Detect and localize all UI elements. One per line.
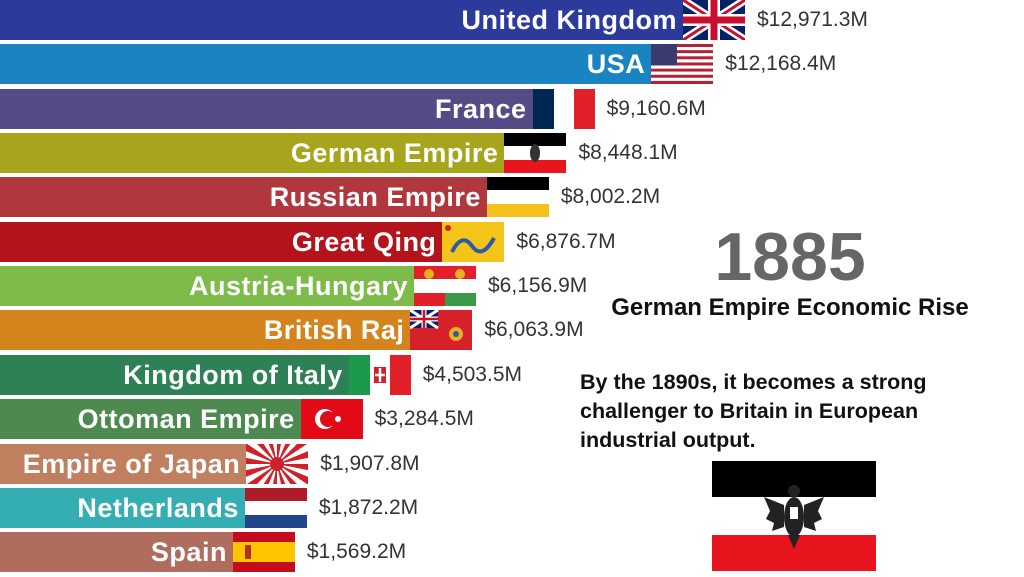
bar-row: Spain $1,569.2M (0, 532, 1024, 573)
bar-row: Ottoman Empire $3,284.5M (0, 399, 1024, 440)
bar-label: Kingdom of Italy (123, 359, 343, 390)
bar-row: Austria-Hungary $6,156.9M (0, 266, 1024, 307)
german-empire-flag-icon (712, 461, 876, 571)
bar (0, 532, 233, 573)
value-label: $1,907.8M (320, 451, 420, 475)
austria-hungary-flag-icon (414, 266, 476, 307)
bar-row: Great Qing $6,876.7M (0, 221, 1024, 262)
bar-label: USA (586, 49, 646, 80)
bar-label: United Kingdom (461, 5, 677, 35)
usa-flag-icon (651, 44, 714, 85)
bar-row: Kingdom of Italy $4,503.5M (0, 354, 1024, 395)
bar (0, 487, 245, 528)
bar-label: German Empire (290, 138, 499, 169)
year-label: 1885 (714, 219, 866, 295)
bar-label: Russian Empire (269, 182, 481, 213)
value-label: $9,160.6M (606, 96, 706, 120)
value-label: $6,063.9M (484, 318, 584, 342)
bar-row: Netherlands $1,872.2M (0, 487, 1024, 528)
bar (0, 44, 652, 85)
german-empire-flag-icon (504, 133, 567, 174)
british-raj-flag-icon (409, 309, 473, 351)
value-label: $4,503.5M (422, 362, 522, 386)
value-label: $6,876.7M (516, 229, 616, 253)
value-label: $1,872.2M (318, 495, 419, 519)
annotation-text: By the 1890s, it becomes a strong challe… (580, 370, 927, 452)
value-label: $6,156.9M (488, 274, 588, 298)
bar-label: Spain (150, 537, 227, 568)
bar (0, 354, 349, 395)
ottoman-flag-icon (300, 399, 363, 440)
bar-row: France $9,160.6M (0, 88, 1024, 129)
bar-label: Great Qing (291, 226, 437, 257)
annotation-title: German Empire Economic Rise (611, 294, 969, 321)
bar-row: USA $12,168.4M (0, 44, 1024, 85)
value-label: $8,002.2M (560, 185, 661, 209)
bar (0, 266, 414, 307)
value-label: $8,448.1M (578, 141, 678, 165)
bar-row: United Kingdom $12,971.3M (0, 0, 1024, 44)
value-label: $1,569.2M (306, 540, 407, 564)
bar (0, 133, 505, 174)
russian-imperial-flag-icon (486, 177, 549, 218)
france-flag-icon (532, 88, 595, 129)
qing-dragon-flag-icon (442, 221, 505, 262)
value-label: $3,284.5M (374, 407, 474, 431)
japan-rising-sun-flag-icon (217, 403, 338, 524)
spain-flag-icon (232, 532, 295, 573)
bar-row: British Raj $6,063.9M (0, 309, 1024, 351)
bar (0, 88, 533, 129)
bar (0, 399, 301, 440)
value-label: $12,971.3M (756, 8, 868, 31)
bar-label: Ottoman Empire (77, 404, 295, 435)
bar-row: Russian Empire $8,002.2M (0, 177, 1024, 218)
italy-flag-icon (348, 354, 411, 395)
value-label: $12,168.4M (725, 52, 837, 76)
bar-label: Empire of Japan (22, 448, 241, 479)
uk-flag-icon (680, 0, 748, 44)
bar (0, 310, 411, 351)
bar (0, 177, 487, 218)
bar (0, 0, 683, 40)
bar-label: British Raj (263, 315, 405, 346)
bar-label: France (435, 93, 527, 124)
bar-label: Austria-Hungary (188, 271, 409, 302)
bar (0, 221, 443, 262)
bar-row: German Empire $8,448.1M (0, 133, 1024, 174)
bar-label: Netherlands (77, 492, 239, 523)
netherlands-flag-icon (244, 487, 307, 528)
bar (0, 443, 247, 484)
